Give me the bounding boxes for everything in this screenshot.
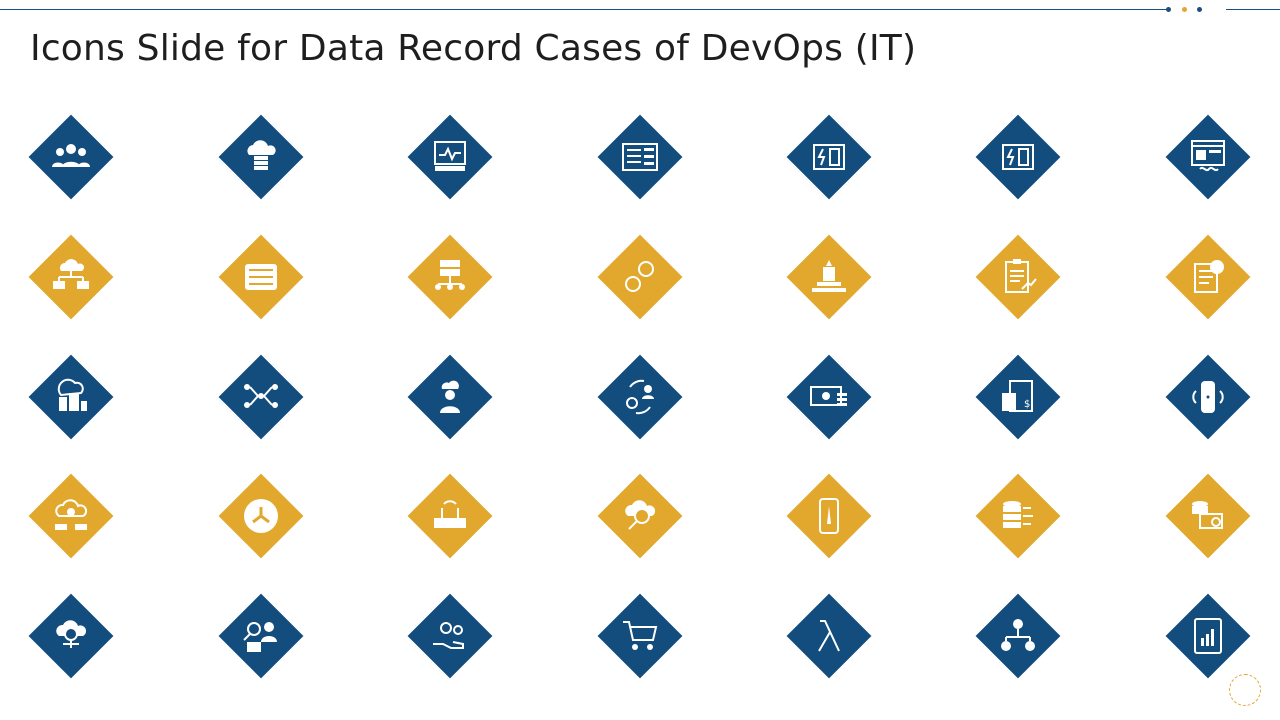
icon-tile xyxy=(27,113,115,201)
slide-title: Icons Slide for Data Record Cases of Dev… xyxy=(30,28,917,69)
icon-tile xyxy=(406,113,494,201)
icon-tile xyxy=(596,592,684,680)
icon-tile xyxy=(1164,592,1252,680)
cloud-gear-icon xyxy=(55,499,88,530)
database-search-icon xyxy=(1192,501,1223,529)
icon-tile xyxy=(785,353,873,441)
icon-tile xyxy=(785,233,873,321)
cloud-server-icon xyxy=(247,140,276,170)
tablet-chart-icon xyxy=(1194,618,1222,654)
icon-tile xyxy=(217,353,305,441)
electric-box-icon xyxy=(813,144,845,170)
electric-box-icon-2 xyxy=(1002,144,1034,170)
server-rack-icon xyxy=(245,264,277,290)
invoice-dollar-icon xyxy=(1194,260,1224,293)
icon-tile xyxy=(596,113,684,201)
database-network-icon xyxy=(1003,501,1033,528)
icon-tile xyxy=(1164,233,1252,321)
icon-tile xyxy=(596,233,684,321)
icon-tile xyxy=(974,472,1062,560)
web-design-icon xyxy=(1191,140,1225,172)
icon-tile xyxy=(596,472,684,560)
calculator-document-icon: $ xyxy=(1002,380,1033,412)
monitor-pulse-icon xyxy=(434,141,466,171)
icon-tile xyxy=(217,472,305,560)
decor-dot xyxy=(1182,7,1187,12)
svg-text:$: $ xyxy=(1024,399,1030,410)
icon-tile xyxy=(27,592,115,680)
cash-icon xyxy=(810,386,847,406)
icon-tile xyxy=(406,233,494,321)
top-rule-end xyxy=(1226,9,1280,10)
cloud-question-icon xyxy=(625,500,656,530)
lambda-icon xyxy=(818,620,840,652)
gear-user-cycle-icon xyxy=(626,379,654,415)
icon-tile xyxy=(596,353,684,441)
icon-tile xyxy=(406,353,494,441)
clipboard-chart-icon xyxy=(1005,259,1037,293)
icon-tile xyxy=(785,113,873,201)
icon-tile xyxy=(1164,113,1252,201)
mobile-road-icon xyxy=(819,498,839,534)
icon-tile xyxy=(27,472,115,560)
cloud-network-icon xyxy=(53,259,89,289)
server-network-icon xyxy=(435,260,465,290)
icon-tile xyxy=(217,592,305,680)
top-rule xyxy=(0,9,1168,10)
icon-tile xyxy=(217,233,305,321)
icon-tile xyxy=(27,233,115,321)
user-search-icon xyxy=(243,622,277,652)
decor-dot xyxy=(1197,7,1202,12)
icon-tile xyxy=(27,353,115,441)
smart-speaker-icon xyxy=(1192,381,1224,413)
corner-decoration xyxy=(1229,674,1261,706)
cloud-security-icon xyxy=(56,620,87,648)
icon-tile xyxy=(974,233,1062,321)
dollar-gear-network-icon xyxy=(1001,619,1035,651)
team-network-icon xyxy=(244,384,278,408)
icon-tile xyxy=(974,113,1062,201)
router-icon xyxy=(434,500,466,528)
users-group-icon xyxy=(52,144,90,167)
icon-tile xyxy=(406,472,494,560)
icon-tile: $ xyxy=(974,353,1062,441)
brain-city-icon xyxy=(57,378,87,411)
decor-dot xyxy=(1166,7,1171,12)
chef-icon xyxy=(440,380,460,413)
icon-tile xyxy=(406,592,494,680)
icon-tile xyxy=(1164,472,1252,560)
icon-tile xyxy=(217,113,305,201)
icon-tile xyxy=(785,592,873,680)
shopping-cart-icon xyxy=(623,621,658,650)
icon-tile xyxy=(1164,353,1252,441)
monument-icon xyxy=(812,260,846,292)
server-sliders-icon xyxy=(622,143,658,171)
hand-gears-icon xyxy=(433,622,464,649)
gears-icon xyxy=(625,261,654,292)
icon-tile xyxy=(785,472,873,560)
icon-tile xyxy=(974,592,1062,680)
circle-arrows-icon xyxy=(244,499,278,533)
